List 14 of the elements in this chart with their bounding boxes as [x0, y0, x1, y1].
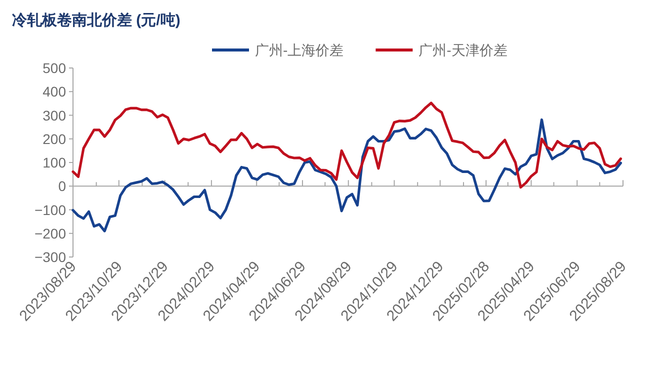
y-tick-label: 400 — [42, 84, 66, 100]
legend-label: 广州-上海价差 — [255, 42, 344, 58]
line-series — [72, 118, 622, 232]
y-tick-label: −300 — [34, 249, 66, 265]
chart-title: 冷轧板卷南北价差 (元/吨) — [12, 12, 180, 29]
y-tick-label: 500 — [42, 60, 66, 76]
line-series — [72, 102, 622, 189]
legend-label: 广州-天津价差 — [418, 42, 508, 58]
y-tick-label: 100 — [42, 154, 66, 170]
y-tick-label: 300 — [42, 107, 66, 124]
y-tick-label: 200 — [42, 130, 66, 147]
y-tick-label: −100 — [34, 202, 66, 218]
y-tick-label: −200 — [34, 225, 66, 242]
y-tick-label: 0 — [58, 178, 66, 194]
